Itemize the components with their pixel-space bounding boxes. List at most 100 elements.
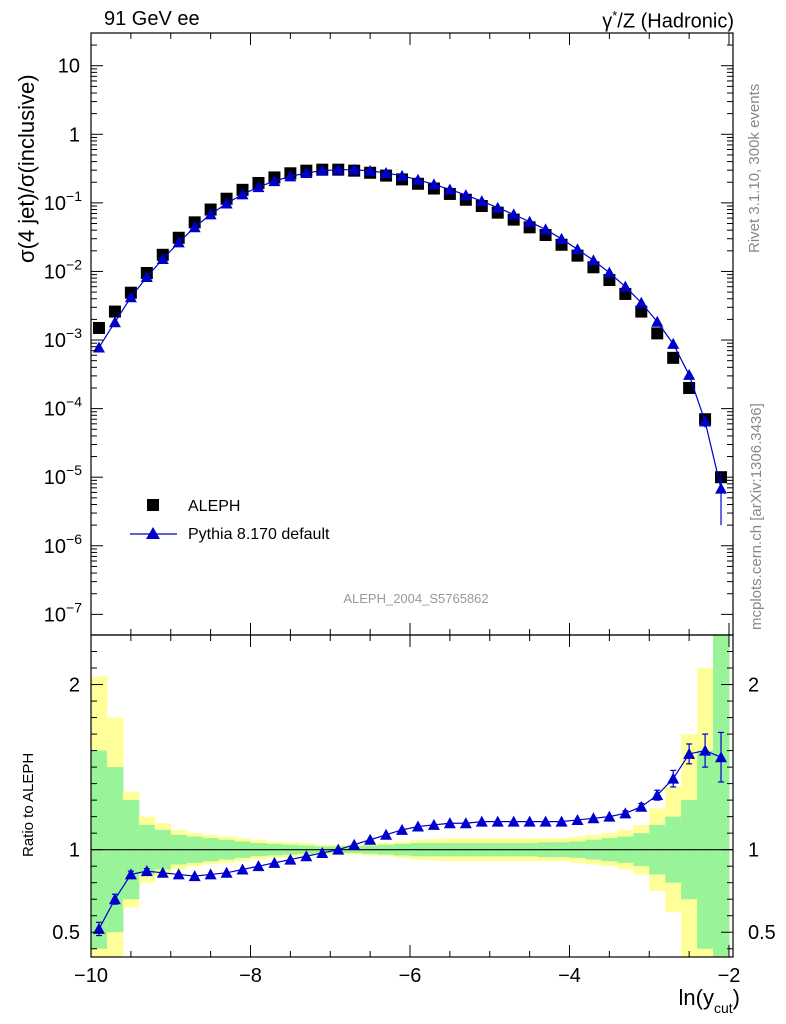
ratio-point (236, 863, 249, 875)
ratio-plot-area (91, 731, 733, 937)
ratio-point (124, 868, 137, 880)
ratio-point (459, 817, 472, 829)
pythia-point (683, 368, 696, 380)
pythia-point (204, 208, 217, 220)
ratio-y-tick-label-left: 0.5 (52, 922, 80, 944)
pythia-point (523, 215, 536, 227)
aleph-point (635, 305, 648, 318)
pythia-point (699, 415, 712, 427)
ratio-point (300, 850, 313, 862)
pythia-point (571, 243, 584, 255)
pythia-point (252, 181, 265, 193)
ratio-point (204, 868, 217, 880)
pythia-point (300, 166, 313, 178)
ratio-y-tick-label-right: 1 (748, 840, 759, 862)
ratio-point (156, 866, 169, 878)
ratio-point (140, 865, 153, 877)
pythia-point (475, 195, 488, 207)
pythia-point (380, 166, 393, 178)
header-left: 91 GeV ee (104, 8, 200, 30)
y-tick-label: 10−6 (44, 531, 82, 558)
pythia-point (124, 291, 137, 303)
pythia-point (140, 271, 153, 283)
pythia-point (284, 170, 297, 182)
ratio-point (348, 838, 361, 850)
pythia-point (443, 183, 456, 195)
ratio-point (108, 893, 121, 905)
pythia-point (603, 266, 616, 278)
ratio-y-tick-label-right: 0.5 (748, 922, 776, 944)
legend: ALEPH Pythia 8.170 default (130, 498, 330, 543)
pythia-point (172, 236, 185, 248)
watermark: ALEPH_2004_S5765862 (343, 591, 488, 606)
pythia-point (619, 280, 632, 292)
header-right-gamma: γ (602, 10, 613, 33)
pythia-point (220, 197, 233, 209)
main-frame (90, 32, 734, 636)
aleph-point (651, 327, 664, 340)
y-tick-label: 10 (58, 56, 80, 78)
legend-pythia-marker (146, 527, 160, 539)
ratio-point (427, 818, 440, 830)
ratio-point (683, 747, 696, 759)
pythia-point (651, 315, 664, 327)
ratio-point (603, 810, 616, 822)
y-tick-label: 10−1 (44, 188, 82, 215)
pythia-point (427, 178, 440, 190)
pythia-point (587, 254, 600, 266)
x-tick-label: −2 (718, 965, 741, 987)
pythia-point (156, 252, 169, 264)
header-right-suffix: /Z (Hadronic) (617, 10, 734, 33)
axes: −10 −8 −6 −4 −2 10−7 10−6 10−5 10−4 10−3 10−2 10−1 1… (44, 32, 776, 987)
ratio-point (651, 789, 664, 801)
ratio-point (523, 815, 536, 827)
y-tick-label: 1 (69, 124, 80, 146)
header-right-star: * (612, 8, 618, 23)
ratio-point (411, 820, 424, 832)
pythia-point (459, 189, 472, 201)
ratio-point (619, 807, 632, 819)
ratio-point (364, 833, 377, 845)
ratio-y-tick-label-right: 2 (748, 675, 759, 697)
pythia-point (396, 169, 409, 181)
legend-aleph-marker (147, 499, 159, 511)
pythia-point (715, 482, 728, 494)
aleph-point (667, 351, 680, 364)
x-tick-label: −10 (74, 965, 108, 987)
pythia-point (188, 221, 201, 233)
ratio-point (699, 744, 712, 756)
ratio-point (539, 815, 552, 827)
pythia-point (268, 175, 281, 187)
pythia-point (539, 223, 552, 235)
ratio-point (475, 815, 488, 827)
pythia-point (411, 173, 424, 185)
aleph-point (108, 305, 121, 318)
ratio-point (587, 812, 600, 824)
y-tick-label: 10−4 (44, 394, 82, 421)
pythia-point (236, 188, 249, 200)
pythia-point (555, 232, 568, 244)
pythia-point (364, 164, 377, 176)
y-tick-label: 10−7 (44, 599, 82, 626)
ratio-frame (90, 634, 734, 958)
y-tick-label: 10−5 (44, 462, 82, 489)
ratio-point (667, 772, 680, 784)
ratio-point (172, 868, 185, 880)
ratio-point (188, 870, 201, 882)
x-tick-label: −4 (558, 965, 581, 987)
ratio-point (252, 860, 265, 872)
ratio-point (284, 853, 297, 865)
pythia-point (108, 316, 121, 328)
x-tick-label: −8 (239, 965, 262, 987)
aleph-point (92, 321, 105, 334)
ratio-point (491, 815, 504, 827)
ratio-xlabel: ln(ycut) (679, 985, 740, 1016)
ratio-line (98, 749, 722, 930)
ratio-point (220, 866, 233, 878)
pythia-point (635, 296, 648, 308)
ratio-point (635, 800, 648, 812)
ratio-point (396, 823, 409, 835)
x-tick-label: −6 (399, 965, 422, 987)
y-tick-label: 10−3 (44, 325, 82, 352)
